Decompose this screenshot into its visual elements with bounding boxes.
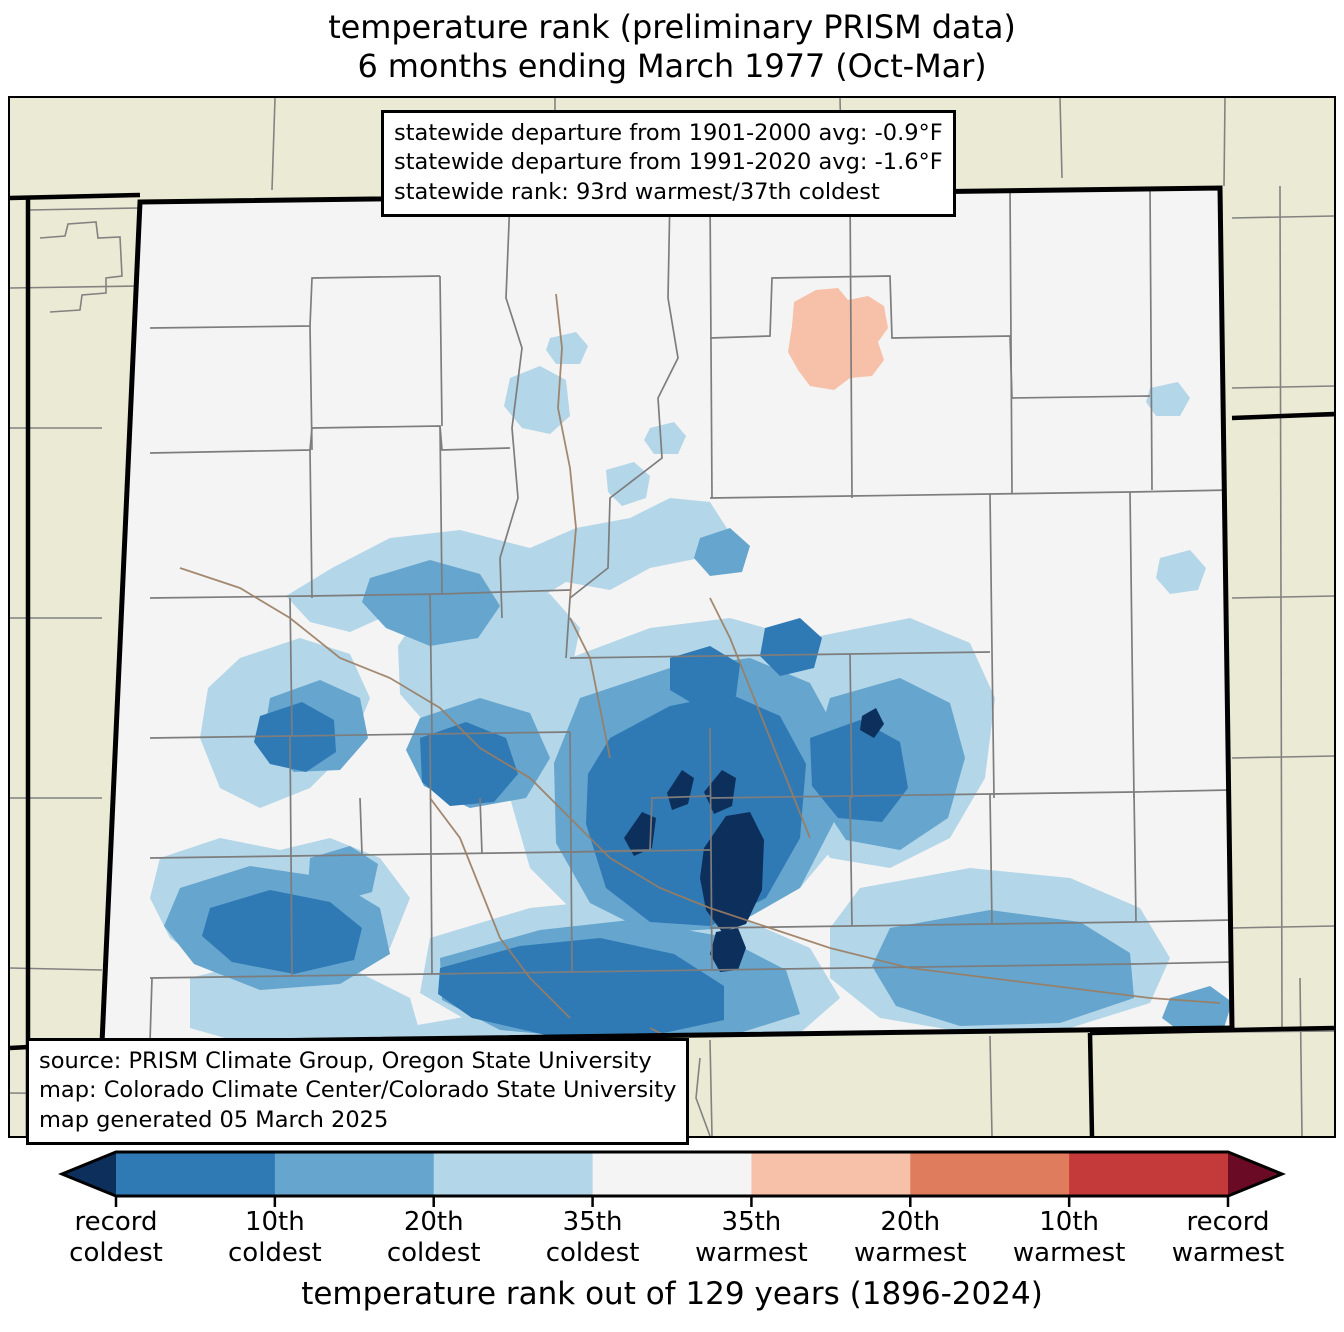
colorbar-segment (592, 1152, 753, 1196)
colorbar-tick-label: 10th coldest (190, 1207, 360, 1268)
colorbar-tick-label-top: record (74, 1207, 158, 1237)
state-interior (102, 188, 1232, 1043)
colorbar-tick-label-top: 10th (244, 1207, 305, 1237)
colorbar-cap-record-coldest (62, 1152, 116, 1196)
colorbar-segment (751, 1152, 911, 1196)
colorbar-caption: temperature rank out of 129 years (1896-… (301, 1276, 1043, 1312)
stat-statewide-rank: statewide rank: 93rd warmest/37th coldes… (394, 178, 880, 205)
colorbar-tick-label: record coldest (31, 1207, 201, 1268)
colorbar-segment (433, 1152, 594, 1196)
colorbar-ticks (114, 1196, 1230, 1207)
title-line-2: 6 months ending March 1977 (Oct-Mar) (357, 47, 987, 86)
colorbar-tick-label: record warmest (1143, 1207, 1313, 1268)
stat-departure-1991-2020: statewide departure from 1991-2020 avg: … (394, 149, 943, 176)
colorbar-tick-label-bottom: coldest (386, 1237, 481, 1268)
colorbar-labels: record coldest 10th coldest 20th coldest 35th c… (0, 1207, 1344, 1271)
colorbar-tick-label-bottom: warmest (1171, 1237, 1285, 1268)
colorbar-tick-label-bottom: warmest (854, 1237, 967, 1268)
title-line-1: temperature rank (preliminary PRISM data… (328, 8, 1016, 46)
colorbar-segment (1069, 1152, 1229, 1196)
rank-region-record-coldest (624, 708, 884, 972)
colorbar-tick-label-top: record (1186, 1207, 1270, 1237)
colorado-temperature-rank-map (10, 98, 1334, 1136)
county-boundaries (102, 188, 1232, 1043)
colorbar-segments (58, 1150, 1286, 1198)
stat-departure-1901-2000: statewide departure from 1901-2000 avg: … (394, 120, 943, 146)
colorbar-tick-label-top: 10th (1039, 1207, 1100, 1237)
colorbar-tick-label: 10th warmest (984, 1207, 1154, 1268)
colorbar-segment (910, 1152, 1070, 1196)
statistics-box: statewide departure from 1901-2000 avg: … (381, 110, 956, 217)
colorbar-tick-label-bottom: coldest (228, 1237, 322, 1268)
rank-region-10th-coldest (202, 618, 908, 1036)
colorbar-tick-label-top: 20th (403, 1207, 464, 1237)
colorbar-tick-label: 20th coldest (349, 1207, 519, 1268)
colorbar-tick-label: 20th warmest (825, 1207, 995, 1268)
source-box: source: PRISM Climate Group, Oregon Stat… (26, 1038, 690, 1145)
colorbar-tick-label-top: 20th (880, 1207, 941, 1237)
colorbar-tick-label: 35th coldest (508, 1207, 678, 1268)
map-panel (8, 96, 1336, 1138)
colorbar-tick-label-bottom: coldest (545, 1237, 640, 1268)
page-title: temperature rank (preliminary PRISM data… (0, 8, 1344, 86)
rank-region-20th-warmest (788, 288, 888, 390)
source-map-author: map: Colorado Climate Center/Colorado St… (39, 1077, 677, 1104)
colorbar-tick-label-top: 35th (721, 1207, 782, 1237)
colorbar-tick-label-bottom: coldest (69, 1237, 163, 1268)
river-lines (179, 293, 1221, 1043)
colorbar-svg (58, 1150, 1286, 1207)
colorbar-tick-label-top: 35th (562, 1207, 623, 1237)
colorbar-tick-label-bottom: warmest (695, 1237, 808, 1268)
colorbar-segment (274, 1152, 435, 1196)
source-prism: source: PRISM Climate Group, Oregon Stat… (39, 1048, 652, 1074)
colorbar (0, 1148, 1344, 1208)
colorbar-tick-label-bottom: warmest (1012, 1237, 1126, 1268)
colorbar-tick-label: 35th warmest (666, 1207, 836, 1268)
colorbar-segment (116, 1152, 276, 1196)
colorbar-cap-record-warmest (1228, 1152, 1282, 1196)
source-generated-date: map generated 05 March 2025 (39, 1106, 389, 1133)
